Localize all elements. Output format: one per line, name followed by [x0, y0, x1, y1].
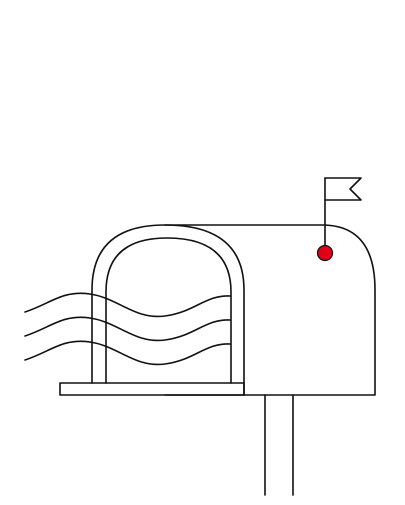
mailbox-body [164, 224, 376, 396]
flag-icon [324, 177, 362, 201]
mailbox-base [59, 382, 245, 396]
mailbox-door-inner [105, 237, 232, 384]
letter-wave-1 [24, 292, 231, 318]
flag-pivot-dot [316, 244, 334, 262]
mailbox-door-outer [91, 224, 245, 396]
letter-wave-3 [24, 340, 231, 366]
letter-wave-2 [24, 316, 231, 342]
